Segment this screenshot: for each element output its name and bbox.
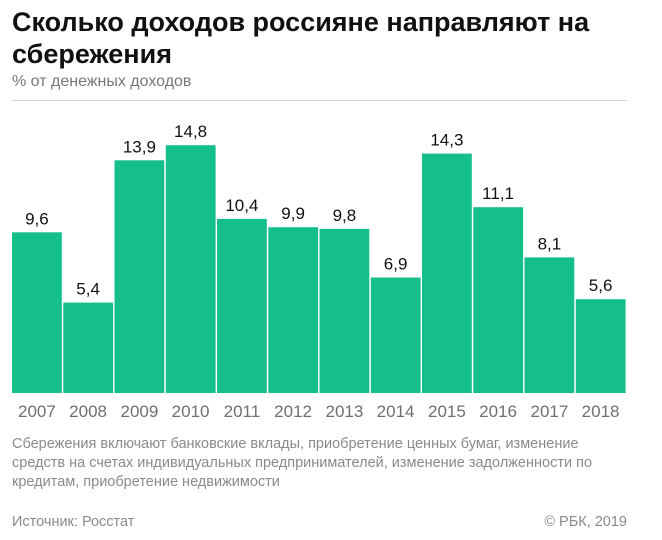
- x-tick-2013: 2013: [325, 402, 363, 421]
- x-tick-2017: 2017: [530, 402, 568, 421]
- source-label: Источник: Росстат: [12, 514, 135, 530]
- copyright-label: © РБК, 2019: [544, 514, 627, 530]
- bar-2012: [268, 227, 319, 393]
- bar-2017: [524, 257, 575, 393]
- data-label-2008: 5,4: [76, 280, 100, 299]
- chart-title: Сколько доходов россияне направляют на с…: [12, 7, 590, 69]
- x-tick-2007: 2007: [18, 402, 56, 421]
- x-tick-2016: 2016: [479, 402, 517, 421]
- x-tick-2014: 2014: [377, 402, 415, 421]
- header-divider: [12, 100, 627, 101]
- bar-chart: 9,6 2007 5,4 2008 13,9 2009 14,8 2010 10,4 2011 9,…: [12, 122, 626, 421]
- data-label-2013: 9,8: [333, 206, 357, 225]
- data-label-2018: 5,6: [589, 276, 613, 295]
- data-label-2015: 14,3: [430, 131, 463, 150]
- data-label-2011: 10,4: [225, 196, 258, 215]
- x-tick-2010: 2010: [172, 402, 210, 421]
- x-tick-2015: 2015: [428, 402, 466, 421]
- bar-2011: [217, 218, 267, 393]
- bar-2016: [473, 207, 524, 393]
- bar-2014: [370, 277, 421, 393]
- chart-subtitle: % от денежных доходов: [12, 73, 192, 90]
- data-label-2010: 14,8: [174, 122, 207, 141]
- x-tick-2012: 2012: [274, 402, 312, 421]
- data-label-2014: 6,9: [384, 255, 408, 274]
- bar-2015: [422, 153, 472, 393]
- bar-2007: [12, 232, 62, 393]
- data-label-2016: 11,1: [482, 184, 514, 203]
- bar-2010: [165, 145, 216, 393]
- bar-2013: [319, 228, 370, 393]
- x-tick-2011: 2011: [224, 402, 261, 421]
- bar-2009: [114, 160, 165, 393]
- x-tick-2009: 2009: [120, 402, 158, 421]
- data-label-2017: 8,1: [538, 234, 562, 253]
- bar-2008: [63, 302, 114, 393]
- bar-2018: [575, 299, 626, 393]
- x-tick-2018: 2018: [582, 402, 620, 421]
- data-label-2012: 9,9: [281, 204, 305, 223]
- data-label-2007: 9,6: [25, 209, 49, 228]
- data-label-2009: 13,9: [123, 137, 156, 156]
- x-tick-2008: 2008: [69, 402, 107, 421]
- footnote: Сбережения включают банковские вклады, п…: [12, 436, 593, 490]
